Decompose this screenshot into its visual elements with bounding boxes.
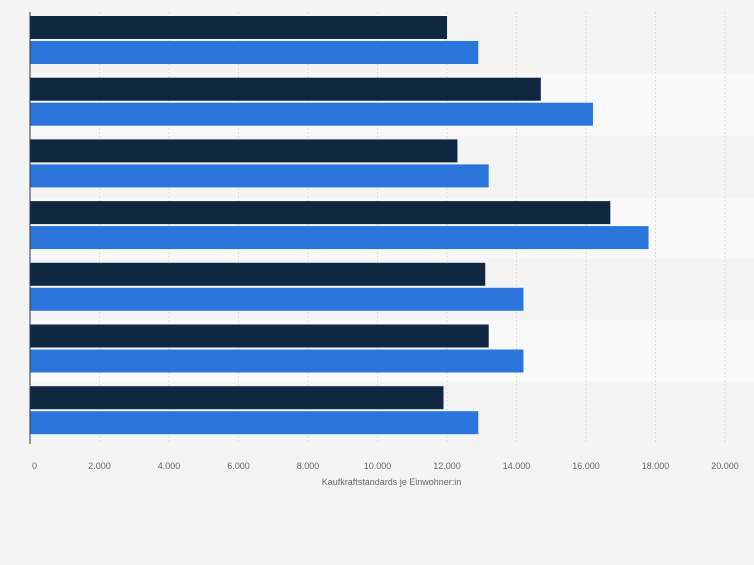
x-tick-label: 10.000 <box>364 461 392 471</box>
bar-series-2[interactable] <box>30 411 479 435</box>
x-tick-label: 0 <box>32 461 37 471</box>
bar-series-1[interactable] <box>30 386 444 410</box>
x-tick-label: 4.000 <box>158 461 181 471</box>
bar-series-1[interactable] <box>30 139 458 163</box>
x-axis-ticks: 0 2.000 4.000 6.000 8.000 10.000 12.000 14.000 1… <box>32 461 739 471</box>
x-tick-label: 16.000 <box>572 461 600 471</box>
x-tick-label: 20.000 <box>711 461 739 471</box>
bar-series-1[interactable] <box>30 16 447 39</box>
bar-series-2[interactable] <box>30 349 524 373</box>
x-tick-label: 12.000 <box>433 461 461 471</box>
x-axis-label: Kaufkraftstandards je Einwohner:in <box>322 477 462 487</box>
x-tick-label: 18.000 <box>642 461 670 471</box>
bar-series-2[interactable] <box>30 164 489 188</box>
bar-series-1[interactable] <box>30 77 541 101</box>
x-tick-label: 8.000 <box>297 461 320 471</box>
bar-series-2[interactable] <box>30 226 649 250</box>
bar-series-1[interactable] <box>30 324 489 348</box>
bar-series-2[interactable] <box>30 287 524 311</box>
bar-series-1[interactable] <box>30 201 611 225</box>
x-tick-label: 6.000 <box>227 461 250 471</box>
bar-series-1[interactable] <box>30 262 486 286</box>
bar-series-2[interactable] <box>30 102 593 126</box>
bar-series-2[interactable] <box>30 41 479 64</box>
x-tick-label: 14.000 <box>503 461 531 471</box>
x-tick-label: 2.000 <box>88 461 111 471</box>
bars <box>30 16 649 435</box>
